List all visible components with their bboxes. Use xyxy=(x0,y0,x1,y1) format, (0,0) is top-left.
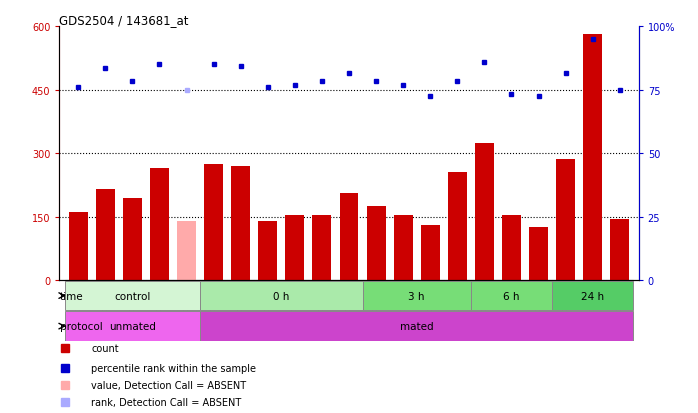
Text: percentile rank within the sample: percentile rank within the sample xyxy=(91,363,256,373)
Bar xyxy=(205,164,223,281)
Text: mated: mated xyxy=(400,321,433,331)
Text: 3 h: 3 h xyxy=(408,291,425,301)
Text: GDS2504 / 143681_at: GDS2504 / 143681_at xyxy=(59,14,189,27)
Bar xyxy=(231,166,250,281)
Bar xyxy=(529,228,548,281)
Text: 6 h: 6 h xyxy=(503,291,520,301)
Bar xyxy=(150,169,169,281)
Bar xyxy=(552,281,633,311)
Text: unmated: unmated xyxy=(109,321,156,331)
Text: 0 h: 0 h xyxy=(273,291,290,301)
Bar xyxy=(475,143,494,281)
Bar xyxy=(65,281,200,311)
Bar xyxy=(610,219,629,281)
Bar xyxy=(285,215,304,281)
Bar xyxy=(123,198,142,281)
Bar xyxy=(556,160,575,281)
Bar xyxy=(448,173,467,281)
Bar xyxy=(177,221,196,281)
Text: control: control xyxy=(114,291,151,301)
Bar xyxy=(502,215,521,281)
Text: count: count xyxy=(91,343,119,353)
Bar xyxy=(69,213,88,281)
Text: time: time xyxy=(60,291,84,301)
Bar xyxy=(421,225,440,281)
Text: protocol: protocol xyxy=(60,321,103,331)
Bar xyxy=(200,281,362,311)
Bar xyxy=(583,35,602,281)
Bar xyxy=(362,281,471,311)
Bar xyxy=(313,215,332,281)
Text: 24 h: 24 h xyxy=(581,291,604,301)
Bar xyxy=(96,190,115,281)
Text: rank, Detection Call = ABSENT: rank, Detection Call = ABSENT xyxy=(91,396,242,406)
Bar xyxy=(200,312,633,341)
Bar xyxy=(339,194,359,281)
Text: value, Detection Call = ABSENT: value, Detection Call = ABSENT xyxy=(91,380,246,390)
Bar xyxy=(65,312,200,341)
Bar xyxy=(258,221,277,281)
Bar xyxy=(366,206,385,281)
Bar xyxy=(394,215,413,281)
Bar xyxy=(471,281,552,311)
